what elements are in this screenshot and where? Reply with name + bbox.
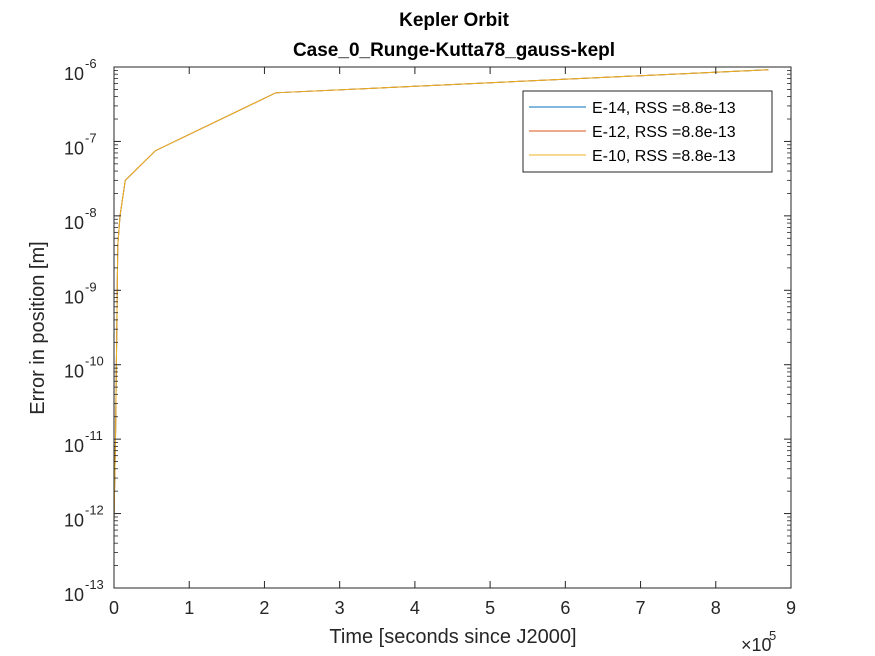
chart-subtitle: Case_0_Runge-Kutta78_gauss-kepl [293,40,615,61]
x-tick-label: 4 [410,598,420,618]
y-tick-label-exponent: -11 [85,428,103,443]
x-tick-label: 6 [560,598,570,618]
y-axis-label: Error in position [m] [27,241,49,414]
series-layer [113,69,769,521]
x-axis-label: Time [seconds since J2000] [329,626,576,648]
x-tick-label: 8 [711,598,721,618]
y-tick-label-exponent: -7 [85,130,97,145]
y-tick-label-base: 10 [64,511,84,531]
legend-entry-label: E-10, RSS =8.8e-13 [592,148,736,165]
y-tick-label-base: 10 [64,213,84,233]
x-multiplier: ×10 5 [741,628,776,655]
x-tick-label: 3 [335,598,345,618]
series-line [113,69,769,521]
y-tick-label-base: 10 [64,64,84,84]
y-tick-label-base: 10 [64,287,84,307]
y-tick-label-base: 10 [64,362,84,382]
y-tick-label-base: 10 [64,138,84,158]
x-tick-label: 7 [636,598,646,618]
legend-entry-label: E-12, RSS =8.8e-13 [592,124,736,141]
y-tick-label-exponent: -12 [85,503,104,518]
y-tick-label-exponent: -9 [85,279,97,294]
y-tick-label-base: 10 [64,436,84,456]
x-tick-label: 9 [786,598,796,618]
y-tick-label-exponent: -8 [85,205,97,220]
x-tick-label: 0 [109,598,119,618]
legend-entry-label: E-14, RSS =8.8e-13 [592,100,736,117]
axes-box [113,66,792,589]
x-multiplier-label: ×10 [741,635,772,655]
y-tick-label-base: 10 [64,585,84,605]
legend: E-14, RSS =8.8e-13 E-12, RSS =8.8e-13 E-10… [522,90,773,173]
x-tick-label: 5 [485,598,495,618]
chart-title: Kepler Orbit [399,10,509,31]
x-axis-ticks: 0 1 2 3 4 5 6 7 8 9 [109,67,796,618]
y-tick-label-exponent: -10 [85,354,104,369]
x-multiplier-exponent: 5 [769,628,776,643]
x-tick-label: 1 [184,598,194,618]
y-tick-label-exponent: -6 [85,56,97,71]
x-tick-label: 2 [259,598,269,618]
y-tick-label-exponent: -13 [85,577,104,592]
